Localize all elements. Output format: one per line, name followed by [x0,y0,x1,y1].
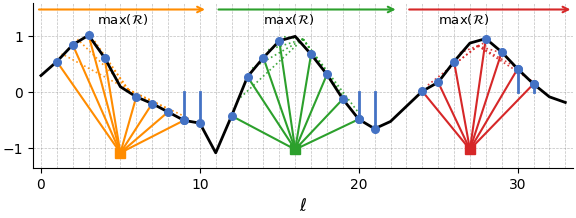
X-axis label: $\ell$: $\ell$ [299,197,307,215]
Text: $\mathrm{max}(\mathcal{R})$: $\mathrm{max}(\mathcal{R})$ [97,12,148,27]
Text: $\mathrm{max}(\mathcal{R})$: $\mathrm{max}(\mathcal{R})$ [263,12,314,27]
Text: $\mathrm{max}(\mathcal{R})$: $\mathrm{max}(\mathcal{R})$ [438,12,490,27]
